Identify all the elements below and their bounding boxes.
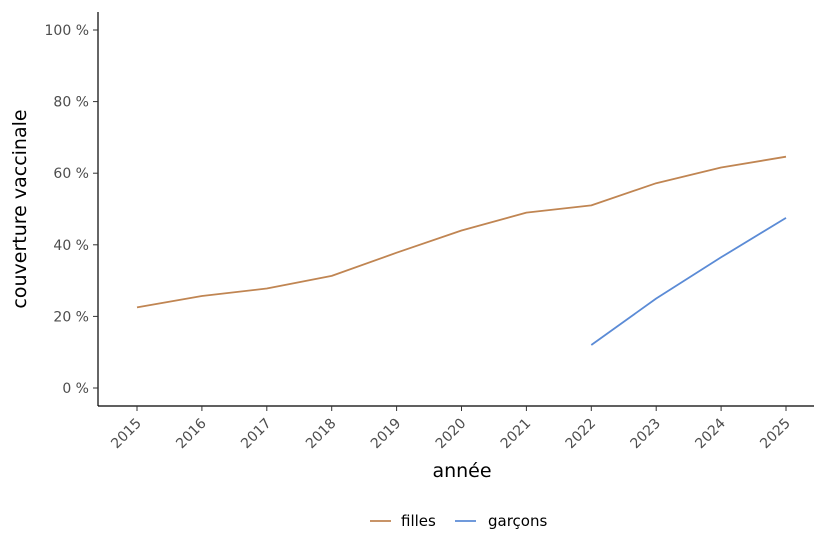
x-tick-label: 2018 bbox=[303, 416, 340, 453]
x-tick-label: 2024 bbox=[692, 415, 729, 452]
y-tick-label: 40 % bbox=[53, 238, 89, 254]
series-line bbox=[590, 217, 787, 346]
y-axis-title: couverture vaccinale bbox=[9, 109, 31, 308]
x-tick-label: 2017 bbox=[238, 416, 275, 453]
y-tick-label: 0 % bbox=[62, 381, 89, 397]
x-ticks: 2015 2016 2017 2018 2019 2020 2021 2022 2023 2024… bbox=[108, 406, 794, 452]
x-tick-label: 2016 bbox=[173, 415, 210, 452]
x-tick-label: 2020 bbox=[433, 416, 470, 453]
y-ticks: 0 % 20 % 40 % 60 % 80 % 100 % bbox=[45, 23, 98, 397]
x-tick-label: 2019 bbox=[368, 416, 405, 453]
y-tick-label: 60 % bbox=[53, 166, 89, 182]
x-tick-label: 2025 bbox=[757, 416, 794, 453]
y-axis: 0 % 20 % 40 % 60 % 80 % 100 % bbox=[45, 12, 99, 406]
y-tick-label: 100 % bbox=[45, 23, 89, 39]
legend-label: filles bbox=[401, 512, 436, 530]
x-tick-label: 2022 bbox=[563, 416, 600, 453]
x-tick-label: 2023 bbox=[628, 416, 665, 453]
series-line bbox=[136, 155, 787, 309]
x-tick-label: 2021 bbox=[498, 416, 535, 453]
legend-label: garçons bbox=[488, 512, 547, 530]
y-tick-label: 20 % bbox=[53, 309, 89, 325]
x-axis-title: année bbox=[432, 460, 491, 482]
y-tick-label: 80 % bbox=[53, 95, 89, 111]
series-layer bbox=[136, 155, 787, 346]
x-axis: 2015 2016 2017 2018 2019 2020 2021 2022 2023 2024… bbox=[98, 405, 814, 452]
legend: filles garçons bbox=[370, 512, 547, 530]
x-tick-label: 2015 bbox=[108, 416, 145, 453]
